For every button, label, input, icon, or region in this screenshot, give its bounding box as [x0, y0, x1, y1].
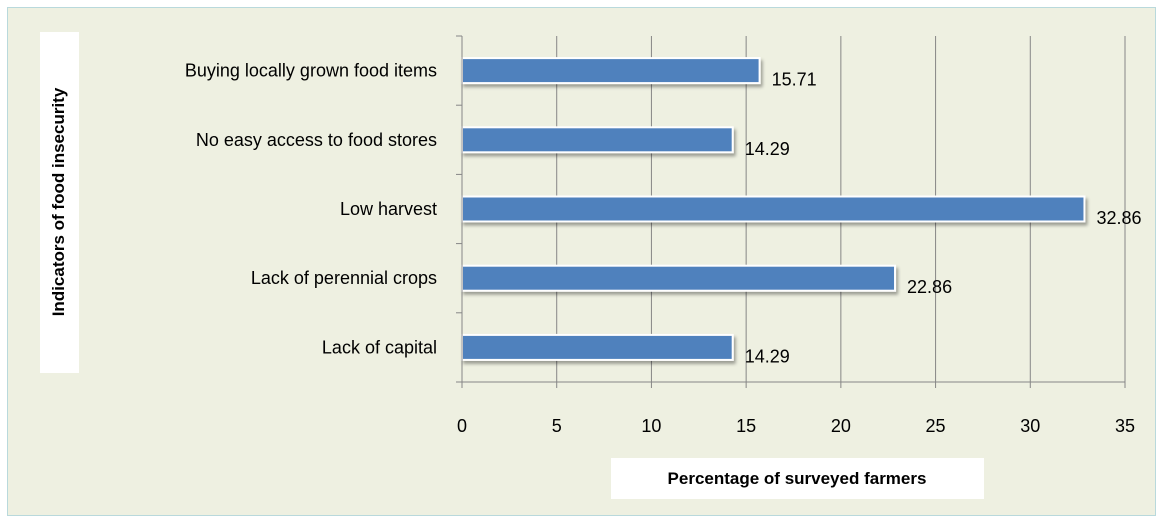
chart-area	[7, 7, 1156, 516]
bar	[461, 57, 761, 85]
bar	[461, 126, 734, 154]
data-label: 14.29	[745, 139, 790, 159]
data-label: 22.86	[907, 277, 952, 297]
data-label: 14.29	[745, 346, 790, 366]
data-label: 15.71	[772, 70, 817, 90]
x-axis-title-box	[611, 458, 984, 499]
bar	[461, 333, 734, 361]
x-tick-label: 10	[641, 416, 661, 436]
x-tick-label: 5	[552, 416, 562, 436]
y-axis-title-box	[40, 32, 79, 373]
x-tick-label: 20	[831, 416, 851, 436]
x-tick-label: 30	[1020, 416, 1040, 436]
x-axis-title: Percentage of surveyed farmers	[667, 469, 927, 488]
x-tick-label: 15	[736, 416, 756, 436]
x-tick-label: 25	[926, 416, 946, 436]
category-label: No easy access to food stores	[196, 130, 437, 150]
bar	[461, 195, 1086, 223]
category-label: Buying locally grown food items	[185, 61, 437, 81]
x-tick-label: 35	[1115, 416, 1135, 436]
bar	[461, 264, 897, 292]
category-label: Low harvest	[340, 199, 437, 219]
data-label: 32.86	[1096, 208, 1141, 228]
x-tick-label: 0	[457, 416, 467, 436]
category-label: Lack of perennial crops	[251, 268, 437, 288]
category-label: Lack of capital	[322, 337, 437, 357]
